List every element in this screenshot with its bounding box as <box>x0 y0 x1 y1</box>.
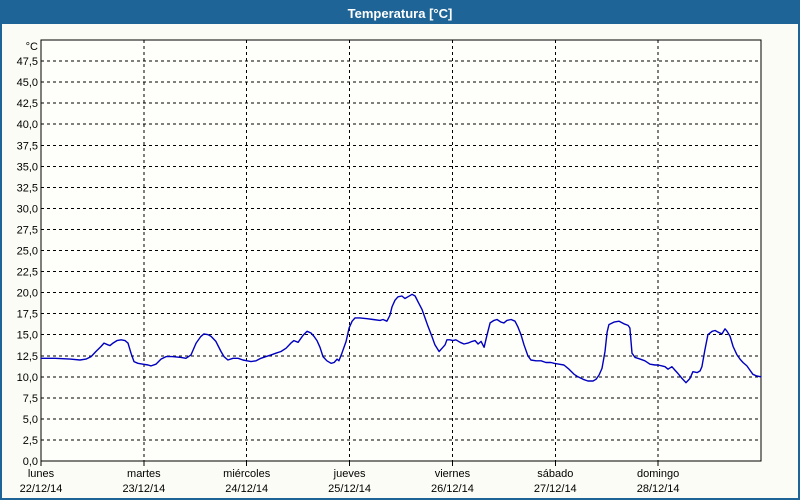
y-axis-tick-label: 10,0 <box>17 372 38 384</box>
x-axis-day-label: lunes <box>28 468 55 480</box>
y-axis-tick-label: 25,0 <box>17 246 38 258</box>
x-axis-day-label: viernes <box>435 468 471 480</box>
title-bar: Temperatura [°C] <box>2 2 798 24</box>
y-axis-tick-label: 40,0 <box>17 119 38 131</box>
x-axis-date-label: 28/12/14 <box>637 483 680 495</box>
y-axis-tick-label: 30,0 <box>17 203 38 215</box>
x-axis-date-label: 27/12/14 <box>534 483 577 495</box>
x-axis-day-label: sábado <box>537 468 573 480</box>
y-axis-tick-label: 5,0 <box>23 414 38 426</box>
y-axis-tick-label: 0,0 <box>23 456 38 468</box>
x-axis-day-label: martes <box>127 468 161 480</box>
x-axis-date-label: 25/12/14 <box>328 483 371 495</box>
y-axis-tick-label: 42,5 <box>17 98 38 110</box>
y-axis-tick-label: 2,5 <box>23 435 38 447</box>
y-axis-tick-label: 7,5 <box>23 393 38 405</box>
y-axis-tick-label: 45,0 <box>17 77 38 89</box>
y-axis-tick-label: 32,5 <box>17 182 38 194</box>
x-axis-day-label: jueves <box>333 468 366 480</box>
x-axis-date-label: 24/12/14 <box>225 483 268 495</box>
temperature-chart: 0,0 2,5 5,0 7,5 10,0 12,5 15,0 17,5 20,0 22,5 25,0… <box>17 39 762 495</box>
x-axis-day-label: domingo <box>637 468 679 480</box>
y-axis-tick-label: 37,5 <box>17 140 38 152</box>
x-axis-date-label: 23/12/14 <box>122 483 165 495</box>
temperature-line <box>40 293 762 384</box>
y-axis-tick-label: 15,0 <box>17 330 38 342</box>
y-axis-tick-label: 12,5 <box>17 351 38 363</box>
window-title: Temperatura [°C] <box>347 5 453 21</box>
chart-area: 0,0 2,5 5,0 7,5 10,0 12,5 15,0 17,5 20,0 22,5 25,0… <box>2 24 798 498</box>
y-axis-tick-label: 27,5 <box>17 224 38 236</box>
y-axis-tick-label: 47,5 <box>17 56 38 68</box>
x-axis-date-label: 22/12/14 <box>20 483 63 495</box>
y-axis-unit-label: °C <box>26 41 38 53</box>
y-axis-tick-label: 35,0 <box>17 161 38 173</box>
y-axis-tick-label: 22,5 <box>17 267 38 279</box>
x-axis-day-label: miércoles <box>223 468 271 480</box>
y-axis-tick-label: 20,0 <box>17 288 38 300</box>
x-axis-date-label: 26/12/14 <box>431 483 474 495</box>
y-axis-tick-label: 17,5 <box>17 309 38 321</box>
